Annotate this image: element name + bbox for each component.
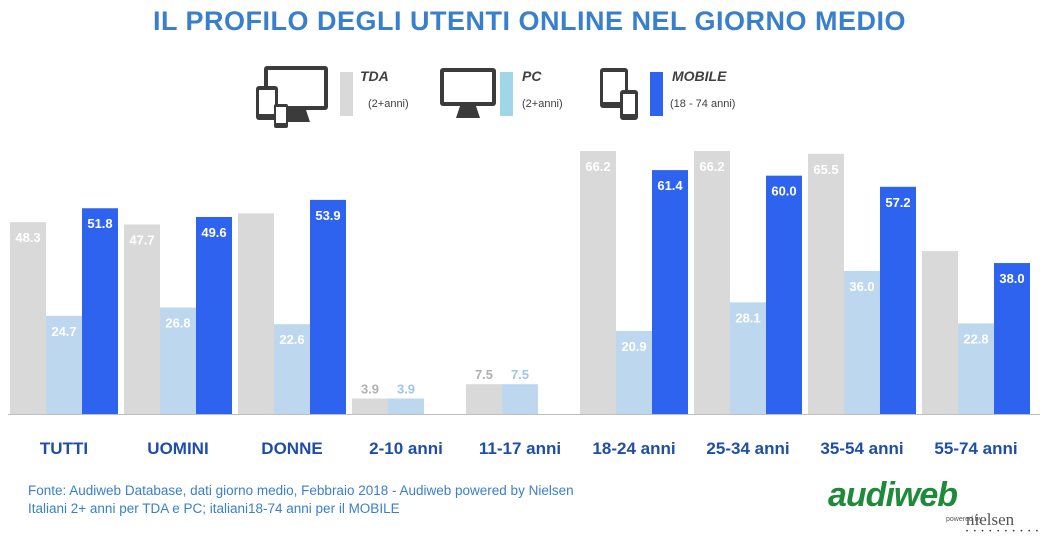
legend-sub-pc: (2+anni): [522, 98, 563, 110]
legend-label-mobile: MOBILE: [672, 68, 727, 84]
data-label-tda-4: 7.5: [475, 367, 493, 382]
bar-mobile-0: [82, 208, 118, 414]
bar-pc-8: [958, 323, 994, 414]
data-label-mobile-7: 57.2: [885, 195, 910, 210]
category-label-5: 18-24 anni: [592, 439, 675, 458]
audiweb-logo-text: audiweb: [828, 476, 958, 514]
legend-swatch-pc: [500, 72, 513, 116]
bar-pc-1: [160, 307, 196, 414]
bar-pc-6: [730, 302, 766, 414]
monitor-icon: [440, 68, 496, 118]
category-label-0: TUTTI: [40, 439, 88, 458]
nielsen-logo-dots: • • • • • • • • • •: [966, 529, 1041, 535]
data-label-tda-3: 3.9: [361, 382, 379, 397]
data-label-pc-4: 7.5: [511, 367, 529, 382]
source-note: Fonte: Audiweb Database, dati giorno med…: [28, 482, 574, 518]
data-label-pc-8: 22.8: [963, 331, 988, 346]
bar-tda-6: [694, 151, 730, 415]
bar-pc-4: [502, 384, 538, 414]
bar-pc-3: [388, 398, 424, 414]
bar-chart: 48.3 24.7 51.8 TUTTI 47.7 26.8 49.6 UOMINI 22.6 5…: [8, 151, 1040, 458]
data-label-mobile-2: 53.9: [315, 208, 340, 223]
bar-mobile-1: [196, 216, 232, 414]
nielsen-logo-text: nielsen: [966, 510, 1015, 529]
legend-sub-tda: (2+anni): [368, 98, 409, 110]
legend-swatch-mobile: [650, 72, 663, 116]
data-label-pc-7: 36.0: [849, 279, 874, 294]
bar-pc-0: [46, 315, 82, 414]
data-label-tda-5: 66.2: [585, 159, 610, 174]
bar-tda-0: [10, 222, 46, 414]
bar-tda-5: [580, 151, 616, 415]
legend-label-tda: TDA: [360, 68, 389, 84]
bar-pc-5: [616, 330, 652, 414]
audiweb-nielsen-logo: audiweb powered by nielsen • • • • • • •…: [828, 476, 1048, 536]
legend: TDA (2+anni) PC (2+anni) MOBILE (18 - 74…: [0, 60, 1059, 130]
category-label-2: DONNE: [261, 439, 322, 458]
bar-tda-8: [922, 251, 958, 414]
category-label-8: 55-74 anni: [934, 439, 1017, 458]
data-label-pc-5: 20.9: [621, 339, 646, 354]
source-line-2: Italiani 2+ anni per TDA e PC; italiani1…: [28, 501, 400, 516]
data-label-mobile-0: 51.8: [87, 216, 112, 231]
bar-mobile-5: [652, 170, 688, 414]
bar-tda-7: [808, 153, 844, 414]
data-label-mobile-6: 60.0: [771, 184, 796, 199]
data-label-tda-0: 48.3: [15, 230, 40, 245]
bar-tda-4: [466, 384, 502, 414]
data-label-pc-0: 24.7: [51, 324, 76, 339]
bar-pc-7: [844, 271, 880, 414]
category-label-7: 35-54 anni: [820, 439, 903, 458]
bar-pc-2: [274, 324, 310, 414]
data-label-pc-1: 26.8: [165, 316, 190, 331]
bar-mobile-7: [880, 186, 916, 414]
data-label-mobile-5: 61.4: [657, 178, 683, 193]
multi-device-icon: [256, 66, 328, 128]
data-label-tda-6: 66.2: [699, 159, 724, 174]
category-label-4: 11-17 anni: [479, 439, 561, 458]
category-label-6: 25-34 anni: [706, 439, 789, 458]
category-label-3: 2-10 anni: [369, 439, 443, 458]
logo-powered-by: powered by: [946, 516, 983, 523]
chart-title: IL PROFILO DEGLI UTENTI ONLINE NEL GIORN…: [152, 6, 907, 36]
source-line-1: Fonte: Audiweb Database, dati giorno med…: [28, 483, 574, 498]
legend-sub-mobile: (18 - 74 anni): [670, 98, 736, 110]
bar-mobile-6: [766, 175, 802, 414]
data-label-mobile-8: 38.0: [999, 271, 1024, 286]
data-label-pc-3: 3.9: [397, 382, 415, 397]
bar-mobile-2: [310, 199, 346, 414]
bar-tda-3: [352, 398, 388, 414]
data-label-tda-7: 65.5: [813, 162, 838, 177]
data-label-pc-6: 28.1: [735, 310, 760, 325]
data-label-mobile-1: 49.6: [201, 225, 226, 240]
legend-swatch-tda: [340, 72, 353, 116]
data-label-tda-1: 47.7: [129, 233, 154, 248]
legend-label-pc: PC: [522, 68, 542, 84]
category-label-1: UOMINI: [147, 439, 208, 458]
bar-tda-2: [238, 213, 274, 414]
bar-mobile-8: [994, 263, 1030, 414]
data-label-pc-2: 22.6: [279, 332, 304, 347]
tablet-phone-icon: [600, 68, 638, 120]
bar-tda-1: [124, 224, 160, 414]
